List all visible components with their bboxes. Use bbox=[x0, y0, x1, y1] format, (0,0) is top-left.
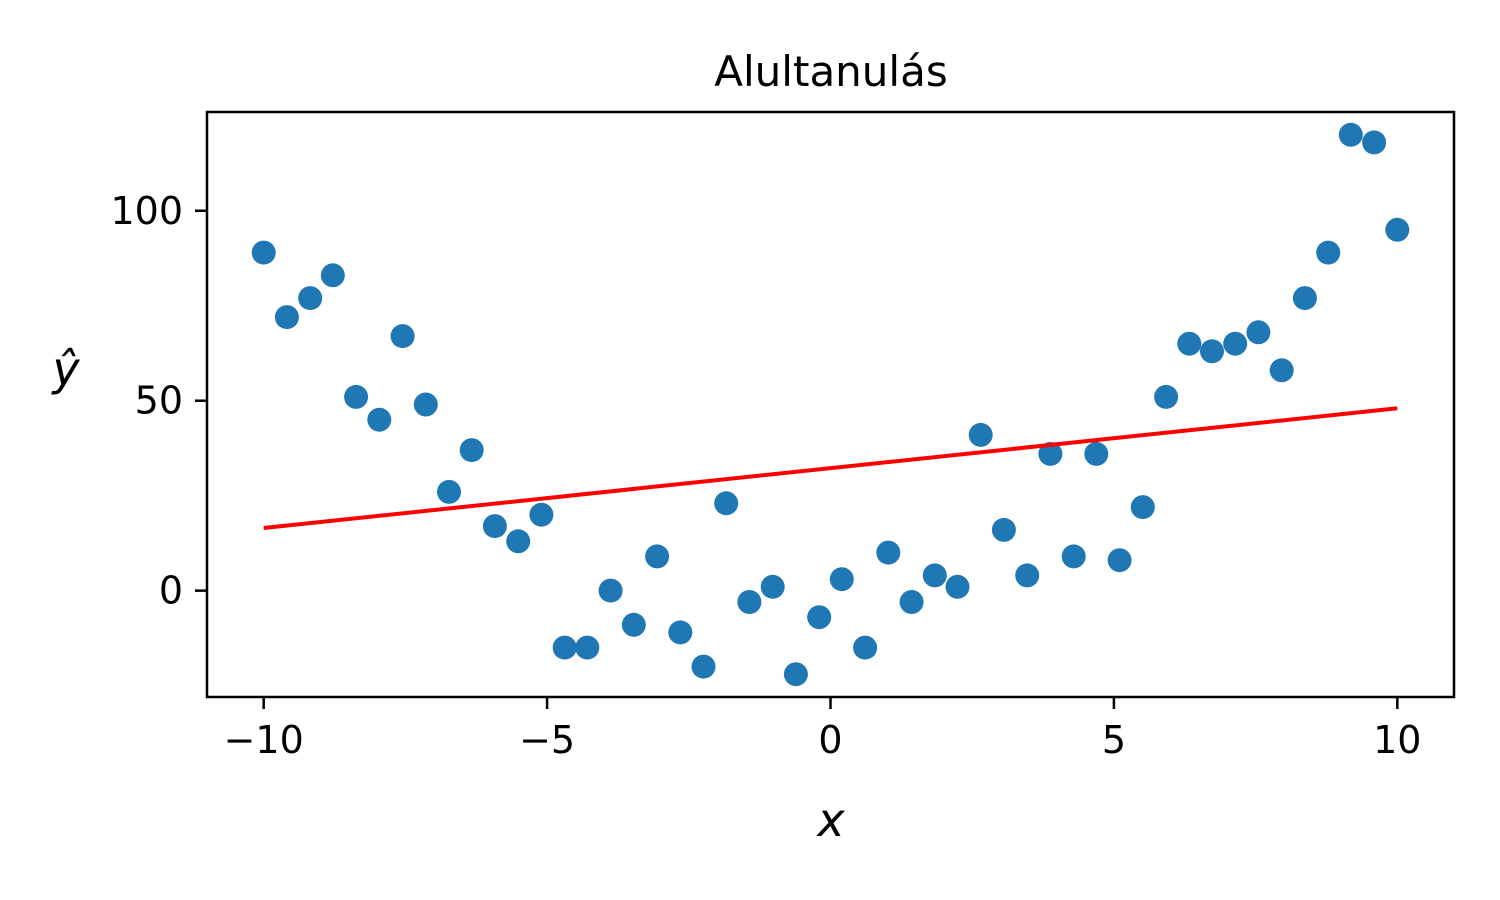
data-point bbox=[598, 578, 623, 603]
y-axis: 0 50 100 bbox=[110, 189, 207, 613]
data-point bbox=[737, 590, 762, 614]
plot-area bbox=[251, 122, 1410, 687]
data-point bbox=[1362, 130, 1387, 155]
data-point bbox=[482, 514, 507, 539]
y-tick-label: 100 bbox=[110, 189, 183, 233]
data-point bbox=[413, 392, 438, 417]
data-point bbox=[1154, 384, 1179, 409]
data-point bbox=[1223, 331, 1248, 356]
data-point bbox=[621, 612, 646, 637]
data-point bbox=[760, 574, 785, 599]
data-point bbox=[251, 240, 276, 265]
data-point bbox=[1038, 441, 1063, 466]
data-point bbox=[506, 529, 531, 554]
x-tick-label: −5 bbox=[519, 718, 575, 762]
y-tick-label: 50 bbox=[135, 379, 183, 423]
data-point bbox=[1084, 441, 1109, 466]
x-tick-label: 0 bbox=[818, 718, 842, 762]
data-point bbox=[298, 286, 323, 311]
x-tick-label: −10 bbox=[224, 718, 304, 762]
data-point bbox=[1269, 358, 1294, 383]
x-tick-label: 5 bbox=[1102, 718, 1126, 762]
data-point bbox=[1316, 240, 1341, 265]
data-point bbox=[668, 620, 693, 645]
data-point bbox=[274, 305, 299, 330]
data-point bbox=[1292, 286, 1317, 311]
data-point bbox=[552, 635, 577, 660]
data-point bbox=[714, 491, 739, 516]
x-axis-label: x bbox=[815, 793, 845, 847]
data-point bbox=[691, 654, 716, 679]
data-point bbox=[807, 605, 832, 630]
data-point bbox=[1246, 320, 1271, 345]
data-point bbox=[1338, 122, 1363, 147]
data-point bbox=[968, 422, 993, 447]
data-point bbox=[344, 384, 369, 409]
data-point bbox=[320, 263, 345, 288]
x-axis: −10 −5 0 5 10 bbox=[224, 697, 1421, 762]
data-point bbox=[1130, 495, 1155, 520]
y-tick-label: 0 bbox=[159, 569, 183, 613]
data-point bbox=[459, 438, 484, 463]
data-point bbox=[390, 324, 415, 349]
data-point bbox=[1177, 331, 1202, 356]
data-point bbox=[899, 590, 924, 614]
data-point bbox=[367, 407, 392, 432]
data-point bbox=[529, 502, 554, 527]
data-point bbox=[922, 563, 947, 588]
data-point bbox=[645, 544, 670, 569]
data-point bbox=[1385, 217, 1410, 242]
y-axis-label: ŷ bbox=[50, 342, 80, 396]
data-point bbox=[1200, 339, 1224, 364]
data-point bbox=[1107, 548, 1132, 573]
x-tick-label: 10 bbox=[1373, 718, 1421, 762]
data-point bbox=[1061, 544, 1086, 569]
chart-title: Alultanulás bbox=[714, 47, 947, 96]
plot-frame bbox=[205, 110, 1456, 699]
data-point bbox=[1015, 563, 1040, 588]
data-point bbox=[945, 574, 970, 599]
data-point bbox=[876, 540, 901, 565]
regression-line bbox=[263, 406, 1398, 530]
data-point bbox=[829, 567, 854, 592]
data-point bbox=[437, 479, 461, 504]
data-point bbox=[991, 517, 1016, 542]
data-point bbox=[783, 662, 808, 687]
data-point bbox=[575, 635, 600, 660]
data-point bbox=[853, 635, 878, 660]
